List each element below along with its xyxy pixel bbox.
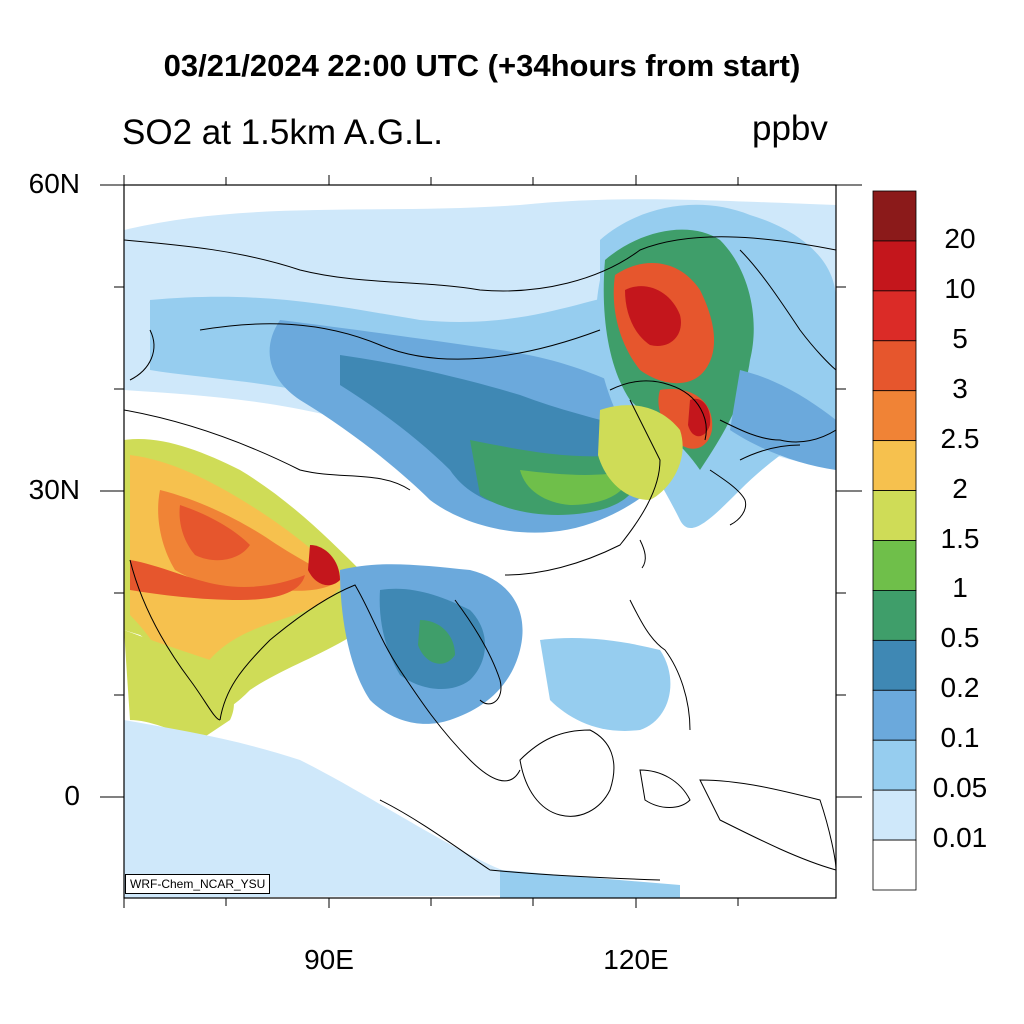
colorbar-label: 20: [944, 222, 976, 254]
map-frame: [123, 184, 837, 899]
lat-label-0: 0: [64, 780, 80, 811]
colorbar-label: 0.1: [940, 722, 980, 754]
colorbar-label: 0.2: [940, 672, 980, 704]
units-label: ppbv: [752, 109, 828, 148]
coastlines: [124, 236, 836, 881]
colorbar-swatch: [872, 789, 917, 841]
colorbar-swatch: [872, 290, 917, 342]
colorbar: [872, 190, 917, 891]
colorbar-label: 3: [952, 372, 968, 404]
colorbar-label: 0.05: [932, 772, 988, 804]
axis-ticks: [100, 175, 862, 908]
variable-title: SO2 at 1.5km A.G.L.: [122, 113, 443, 152]
colorbar-swatch: [872, 839, 917, 891]
colorbar-swatch: [872, 440, 917, 491]
colorbar-label: 10: [944, 272, 976, 304]
colorbar-swatch: [872, 540, 917, 591]
colorbar-label: 2.5: [940, 422, 980, 454]
lat-label-60n: 60N: [28, 168, 80, 199]
main-title: 03/21/2024 22:00 UTC (+34hours from star…: [163, 48, 801, 83]
colorbar-label: 5: [952, 322, 968, 354]
colorbar-swatch: [872, 390, 917, 442]
colorbar-swatch: [872, 340, 917, 392]
colorbar-label: 2: [952, 472, 968, 504]
colorbar-swatch: [872, 490, 917, 541]
so2-field: [124, 185, 836, 898]
colorbar-label: 1: [952, 572, 968, 604]
model-credit-label: WRF-Chem_NCAR_YSU: [125, 874, 271, 894]
colorbar-swatch: [872, 240, 917, 292]
colorbar-label: 0.5: [940, 622, 980, 654]
colorbar-swatch: [872, 739, 917, 791]
colorbar-swatch: [872, 639, 917, 691]
lon-label-90e: 90E: [304, 944, 354, 975]
colorbar-label: 1.5: [940, 522, 980, 554]
colorbar-swatch: [872, 590, 917, 641]
colorbar-swatch: [872, 689, 917, 741]
lat-label-30n: 30N: [28, 474, 80, 505]
colorbar-swatch: [872, 190, 917, 242]
lon-label-120e: 120E: [603, 944, 669, 975]
colorbar-label: 0.01: [932, 822, 988, 854]
